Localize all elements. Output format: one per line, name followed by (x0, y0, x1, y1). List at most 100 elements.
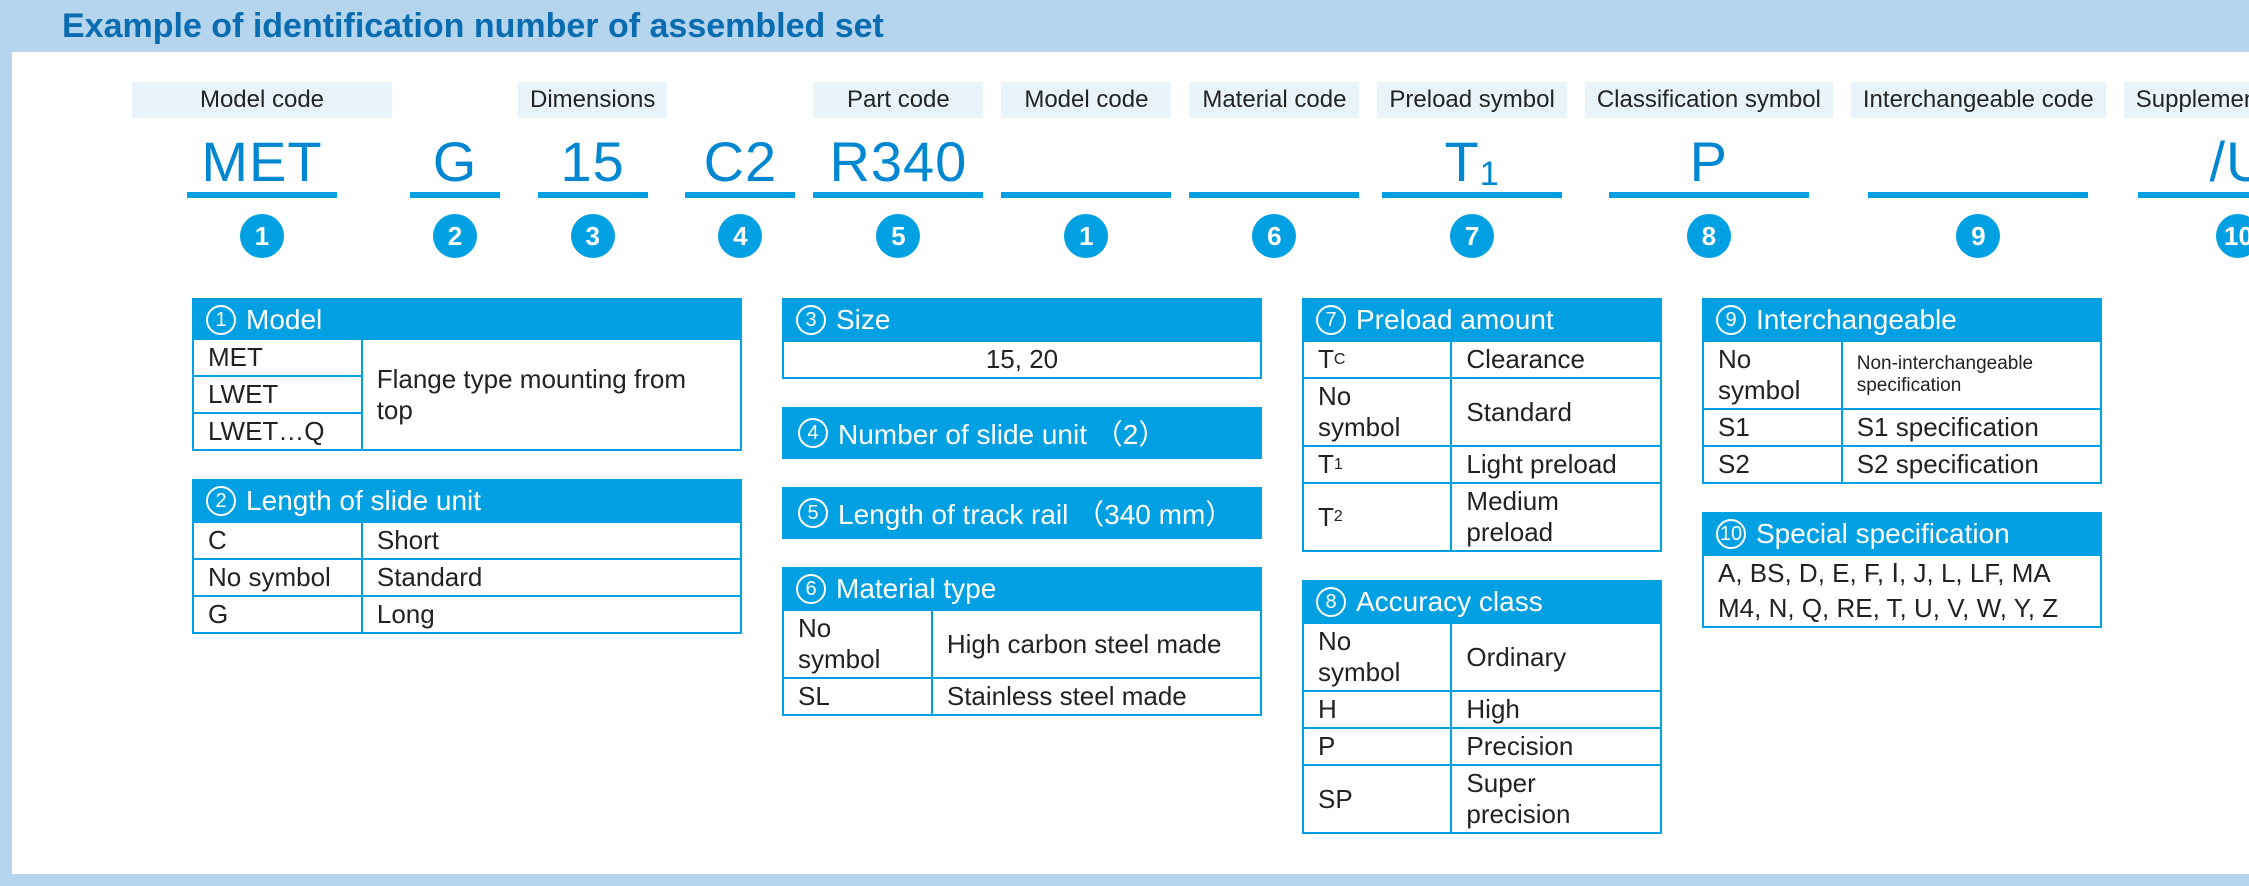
segment-number-badge: 10 (2216, 214, 2249, 258)
table-header: 3Size (784, 300, 1260, 340)
table-header: 6 Material type (784, 569, 1260, 609)
header-title: Preload amount (1356, 304, 1554, 336)
table-cell: Non-interchangeable specification (1843, 342, 2100, 408)
table-column-4: 9 Interchangeable No symbolNon-interchange… (1702, 298, 2102, 628)
segment-row: Model code MET 1 G2 Dimensions 15 3 C24Part c… (12, 52, 2249, 268)
segment-label: Material code (1189, 82, 1359, 118)
header-title: Length of track rail （340 mm） (838, 493, 1233, 533)
segment-label: Model code (132, 82, 392, 118)
header-number-icon: 3 (796, 305, 826, 335)
segment: Part codeR3405 (813, 82, 983, 258)
segment: G2 (410, 82, 500, 258)
table-column-2: 3Size15, 20 4 Number of slide unit （2） 5 Len… (782, 298, 1262, 716)
segment-value: 15 (538, 132, 648, 198)
table-row: No symbolHigh carbon steel made (784, 609, 1260, 677)
definition-table: 8Accuracy classNo symbolOrdinaryHHighPPr… (1302, 580, 1662, 834)
table-row: No symbolStandard (194, 558, 740, 595)
diagram-frame: Example of identification number of asse… (0, 0, 2249, 886)
segment: Model code MET 1 (132, 82, 392, 258)
table-row: No symbolNon-interchangeable specificati… (1704, 340, 2100, 408)
segment-value (1868, 132, 2088, 198)
segment: Dimensions 15 3 (518, 82, 667, 258)
segment-number-badge: 1 (240, 214, 284, 258)
segment-value: G (410, 132, 500, 198)
table-cell: High (1452, 692, 1660, 727)
header-number-icon: 7 (1316, 305, 1346, 335)
table-row: No symbolStandard (1304, 377, 1660, 445)
table-cell: TC (1304, 342, 1452, 377)
table-cell: 15, 20 (784, 342, 1260, 377)
header-number-icon: 5 (798, 498, 828, 528)
table-header: 7 Preload amount (1304, 300, 1660, 340)
table-cell: LWET (194, 375, 361, 412)
definition-table: 10Special specificationA, BS, D, E, F, Ⅰ… (1702, 512, 2102, 628)
segment: Material code 6 (1189, 82, 1359, 258)
table-header: 1Model (194, 300, 740, 340)
header-number-icon: 9 (1716, 305, 1746, 335)
table-cell: No symbol (1304, 624, 1452, 690)
definition-table: 9 Interchangeable No symbolNon-interchange… (1702, 298, 2102, 484)
segment-value (1001, 132, 1171, 198)
segment-value: R340 (813, 132, 983, 198)
table-cell: C (194, 523, 363, 558)
segment-number-badge: 3 (571, 214, 615, 258)
table-cell: Ordinary (1452, 624, 1660, 690)
table-column-3: 7Preload amountTCClearanceNo symbolStand… (1302, 298, 1662, 834)
table-cell: SL (784, 679, 933, 714)
segment: Interchangeable code 9 (1851, 82, 2106, 258)
table-column-1: 1ModelMETLWETLWET…QFlange type mounting … (192, 298, 742, 634)
table-header: 2Length of slide unit (194, 481, 740, 521)
table-row: T2Medium preload (1304, 482, 1660, 550)
table-cell: Standard (1452, 379, 1660, 445)
segment: Supplemental code/U 10 (2124, 82, 2249, 258)
segment-value (1189, 132, 1359, 198)
table-cell: No symbol (1704, 342, 1843, 408)
segment: Classification symbolP8 (1585, 82, 1833, 258)
segment-label: Dimensions (518, 82, 667, 118)
definition-bar: 5 Length of track rail （340 mm） (782, 487, 1262, 539)
table-header: 10Special specification (1704, 514, 2100, 554)
table-cell: Flange type mounting from top (363, 340, 740, 449)
table-cell: T2 (1304, 484, 1452, 550)
segment-value: /U (2138, 132, 2249, 198)
table-cell: Medium preload (1452, 484, 1660, 550)
table-row: HHigh (1304, 690, 1660, 727)
table-row: S2S2 specification (1704, 445, 2100, 482)
definition-table: 6 Material type No symbolHigh carbon steel… (782, 567, 1262, 716)
table-cell: S2 (1704, 447, 1843, 482)
table-cell: S1 specification (1843, 410, 2100, 445)
table-cell: LWET…Q (194, 412, 361, 449)
header-title: Model (246, 304, 322, 336)
table-header: 8Accuracy class (1304, 582, 1660, 622)
segment-label: Interchangeable code (1851, 82, 2106, 118)
table-cell: S2 specification (1843, 447, 2100, 482)
table-row: GLong (194, 595, 740, 632)
segment-number-badge: 8 (1687, 214, 1731, 258)
table-cell: Clearance (1452, 342, 1660, 377)
table-cell: MET (194, 340, 361, 375)
header-number-icon: 6 (796, 574, 826, 604)
segment-label: Supplemental code (2124, 82, 2249, 118)
table-cell: Stainless steel made (933, 679, 1260, 714)
table-cell: Precision (1452, 729, 1660, 764)
segment-label: Classification symbol (1585, 82, 1833, 118)
table-header: 9 Interchangeable (1704, 300, 2100, 340)
header-title: Number of slide unit （2） (838, 413, 1166, 453)
header-title: Interchangeable (1756, 304, 1957, 336)
segment-label: Preload symbol (1377, 82, 1566, 118)
segment: Preload symbolT17 (1377, 82, 1566, 258)
definition-bar: 4 Number of slide unit （2） (782, 407, 1262, 459)
header-number-icon: 10 (1716, 519, 1746, 549)
header-number-icon: 4 (798, 418, 828, 448)
title-bar: Example of identification number of asse… (12, 0, 2249, 52)
segment: C24 (685, 82, 795, 258)
table-cell: No symbol (194, 560, 363, 595)
header-title: Accuracy class (1356, 586, 1543, 618)
table-row: SPSuper precision (1304, 764, 1660, 832)
segment-number-badge: 9 (1956, 214, 2000, 258)
segment-value: MET (187, 132, 337, 198)
header-title: Material type (836, 573, 996, 605)
table-cell: Super precision (1452, 766, 1660, 832)
table-cell: A, BS, D, E, F, Ⅰ, J, L, LF, MA (1704, 556, 2100, 591)
table-cell: SP (1304, 766, 1452, 832)
